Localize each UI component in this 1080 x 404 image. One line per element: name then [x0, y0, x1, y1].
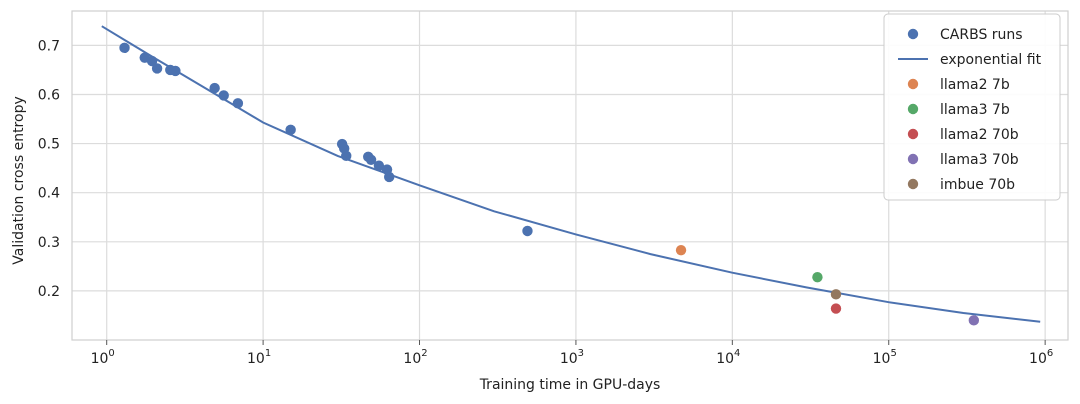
y-axis-label: Validation cross entropy	[11, 96, 27, 265]
x-tick-label: 105	[873, 348, 897, 367]
series-llama2-7b	[675, 244, 687, 256]
fit-line	[101, 25, 1041, 323]
legend-box	[883, 13, 1061, 201]
data-point	[830, 303, 842, 314]
series	[101, 25, 1041, 326]
legend-label: exponential fit	[940, 52, 1042, 68]
x-tick-label: 104	[716, 348, 740, 367]
data-point	[365, 154, 377, 165]
y-tick-label: 0.3	[38, 235, 60, 251]
legend-item: llama2 70b	[907, 127, 1019, 143]
data-point	[373, 160, 385, 171]
legend: CARBS runs exponential fit llama2 7b llama3…	[883, 13, 1061, 201]
legend-label: imbue 70b	[940, 177, 1015, 193]
x-tick-label: 101	[247, 348, 271, 367]
legend-dot-marker	[907, 153, 919, 165]
data-point	[119, 42, 130, 54]
x-tick-label: 106	[1029, 348, 1053, 367]
x-axis-label: Training time in GPU-days	[479, 377, 661, 393]
data-point	[522, 225, 533, 237]
legend-item: llama3 7b	[907, 102, 1010, 118]
legend-label: llama3 70b	[940, 152, 1019, 168]
data-point	[151, 63, 163, 74]
series-carbs-runs	[119, 42, 533, 237]
series-llama3-70b	[968, 315, 980, 326]
legend-item: llama2 7b	[907, 77, 1010, 93]
plot-frame	[71, 10, 1069, 341]
legend-dot-marker	[907, 103, 919, 115]
legend-label: llama3 7b	[940, 102, 1010, 118]
data-point	[675, 244, 687, 256]
y-tick-label: 0.2	[38, 284, 60, 300]
y-tick-label: 0.7	[38, 38, 60, 54]
data-point	[285, 124, 296, 136]
legend-label: llama2 7b	[940, 77, 1010, 93]
data-point	[209, 82, 220, 94]
data-point	[968, 315, 980, 326]
y-tick-label: 0.6	[38, 87, 60, 103]
x-tick-label: 100	[91, 348, 115, 367]
legend-item: llama3 70b	[907, 152, 1019, 168]
data-point	[830, 289, 842, 300]
legend-item: CARBS runs	[907, 27, 1023, 43]
legend-dot-marker	[907, 78, 919, 90]
x-tick-label: 103	[560, 348, 584, 367]
y-tick-label: 0.5	[38, 137, 60, 153]
data-point	[812, 271, 823, 283]
legend-dot-marker	[907, 178, 919, 190]
y-axis-ticks: 0.2 0.3 0.4 0.5 0.6 0.7	[38, 38, 60, 300]
series-imbue-70b	[830, 289, 842, 300]
y-tick-label: 0.4	[38, 186, 60, 202]
series-llama3-7b	[812, 271, 823, 283]
legend-label: CARBS runs	[940, 27, 1023, 43]
x-axis-ticks: 100 101 102 103 104 105 106	[91, 340, 1053, 367]
legend-dot-marker	[907, 128, 919, 140]
legend-item: imbue 70b	[907, 177, 1015, 193]
series-exponential-fit	[101, 25, 1041, 323]
legend-item: exponential fit	[898, 52, 1042, 68]
series-llama2-70b	[830, 303, 842, 314]
x-tick-label: 102	[403, 348, 427, 367]
legend-label: llama2 70b	[940, 127, 1019, 143]
legend-dot-marker	[907, 28, 919, 40]
